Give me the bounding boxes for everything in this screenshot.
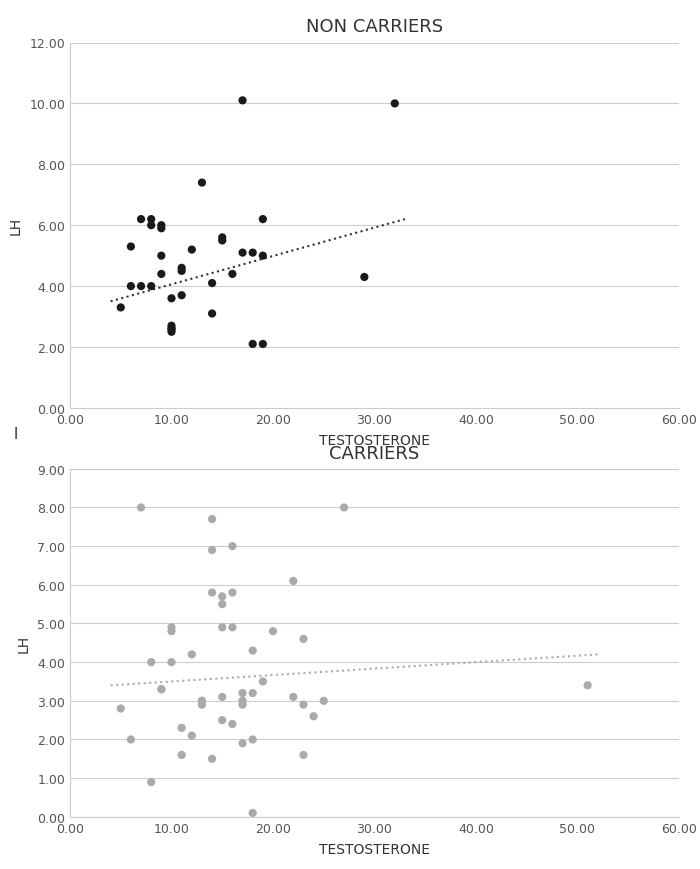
X-axis label: TESTOSTERONE: TESTOSTERONE: [319, 842, 430, 856]
Point: [227, 540, 238, 554]
Point: [247, 733, 258, 746]
Point: [176, 264, 188, 278]
Point: [247, 806, 258, 820]
Point: [217, 713, 228, 727]
Point: [206, 276, 218, 290]
Text: l: l: [14, 427, 18, 442]
Point: [237, 246, 248, 260]
Point: [176, 262, 188, 275]
Point: [156, 222, 167, 235]
Point: [176, 721, 188, 735]
Point: [258, 674, 269, 688]
Point: [227, 620, 238, 634]
Point: [206, 752, 218, 766]
Point: [186, 729, 197, 743]
Point: [258, 249, 269, 263]
Point: [318, 694, 330, 708]
Point: [125, 280, 136, 294]
Point: [166, 325, 177, 339]
Y-axis label: LH: LH: [8, 217, 22, 235]
Point: [217, 590, 228, 604]
Point: [136, 213, 147, 227]
Point: [237, 95, 248, 109]
Point: [227, 268, 238, 282]
Point: [258, 213, 269, 227]
Point: [308, 709, 319, 723]
Point: [258, 337, 269, 351]
Point: [288, 690, 299, 704]
Point: [227, 717, 238, 731]
Point: [166, 620, 177, 634]
Point: [298, 748, 309, 762]
Point: [146, 213, 157, 227]
Title: CARRIERS: CARRIERS: [330, 444, 419, 462]
Point: [196, 694, 208, 708]
Point: [247, 644, 258, 658]
Point: [176, 748, 188, 762]
X-axis label: TESTOSTERONE: TESTOSTERONE: [319, 434, 430, 448]
Point: [156, 219, 167, 233]
Point: [196, 694, 208, 708]
Point: [196, 176, 208, 190]
Point: [146, 775, 157, 789]
Point: [217, 620, 228, 634]
Point: [227, 586, 238, 600]
Point: [125, 733, 136, 746]
Point: [237, 687, 248, 700]
Point: [166, 625, 177, 639]
Point: [339, 501, 350, 514]
Point: [166, 319, 177, 333]
Point: [166, 292, 177, 306]
Point: [136, 501, 147, 514]
Point: [247, 337, 258, 351]
Point: [115, 702, 126, 716]
Point: [186, 243, 197, 257]
Point: [237, 694, 248, 708]
Point: [146, 280, 157, 294]
Point: [298, 633, 309, 647]
Point: [146, 655, 157, 669]
Point: [298, 698, 309, 712]
Point: [146, 219, 157, 233]
Point: [217, 598, 228, 612]
Point: [156, 249, 167, 263]
Point: [206, 513, 218, 527]
Y-axis label: LH: LH: [16, 634, 30, 652]
Point: [156, 682, 167, 696]
Point: [206, 543, 218, 557]
Point: [217, 234, 228, 249]
Point: [247, 687, 258, 700]
Point: [582, 679, 593, 693]
Point: [156, 268, 167, 282]
Point: [217, 690, 228, 704]
Point: [166, 322, 177, 336]
Point: [156, 682, 167, 696]
Point: [186, 647, 197, 661]
Point: [237, 698, 248, 712]
Point: [176, 289, 188, 302]
Point: [217, 231, 228, 245]
Point: [359, 270, 370, 284]
Point: [267, 625, 279, 639]
Point: [196, 698, 208, 712]
Point: [115, 301, 126, 315]
Point: [136, 280, 147, 294]
Point: [125, 240, 136, 254]
Point: [206, 308, 218, 322]
Point: [237, 737, 248, 751]
Point: [206, 586, 218, 600]
Point: [389, 97, 400, 111]
Point: [288, 574, 299, 588]
Title: NON CARRIERS: NON CARRIERS: [306, 18, 443, 36]
Point: [166, 322, 177, 336]
Point: [247, 246, 258, 260]
Point: [166, 655, 177, 669]
